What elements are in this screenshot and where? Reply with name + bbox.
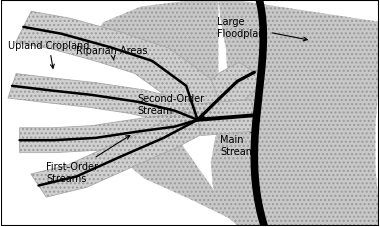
- Text: First-Order
Streams: First-Order Streams: [46, 136, 130, 183]
- Polygon shape: [194, 100, 258, 136]
- Polygon shape: [92, 0, 380, 227]
- Text: Second-Order
Stream: Second-Order Stream: [137, 94, 205, 118]
- Text: Upland Cropland: Upland Cropland: [8, 41, 90, 69]
- Text: Main
Stream: Main Stream: [220, 132, 256, 156]
- Polygon shape: [8, 74, 209, 131]
- Text: Riparian Areas: Riparian Areas: [76, 45, 148, 61]
- Polygon shape: [16, 12, 224, 123]
- Polygon shape: [178, 63, 269, 127]
- Polygon shape: [20, 109, 207, 153]
- Text: Large
Floodplain: Large Floodplain: [217, 17, 307, 42]
- Polygon shape: [31, 111, 211, 197]
